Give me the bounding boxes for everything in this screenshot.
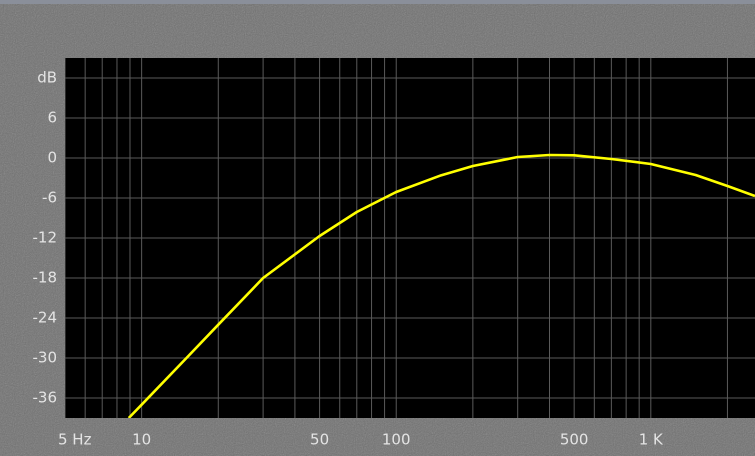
labels: dB 6 0 -6 -12 -18 -24 -30 -36 5 Hz 10 50 100 500 1 K (33, 69, 665, 449)
x-tick-label: 500 (560, 431, 589, 449)
y-tick-label: -6 (42, 189, 57, 207)
top-strip (0, 0, 755, 4)
y-tick-label: -24 (33, 309, 58, 327)
x-tick-label: 50 (310, 431, 329, 449)
y-tick-label: 6 (47, 109, 57, 127)
x-tick-label: 10 (132, 431, 151, 449)
plot (127, 153, 755, 418)
response-curve (127, 153, 755, 418)
x-tick-label: 5 Hz (58, 431, 92, 449)
x-tick-label: 100 (382, 431, 411, 449)
y-tick-label: -12 (33, 229, 58, 247)
y-tick-label: dB (37, 69, 57, 87)
grid (65, 58, 755, 418)
y-tick-label: -36 (33, 389, 58, 407)
y-tick-label: 0 (47, 149, 57, 167)
y-tick-label: -18 (33, 269, 58, 287)
y-tick-label: -30 (33, 349, 58, 367)
x-tick-label: 1 K (639, 431, 664, 449)
